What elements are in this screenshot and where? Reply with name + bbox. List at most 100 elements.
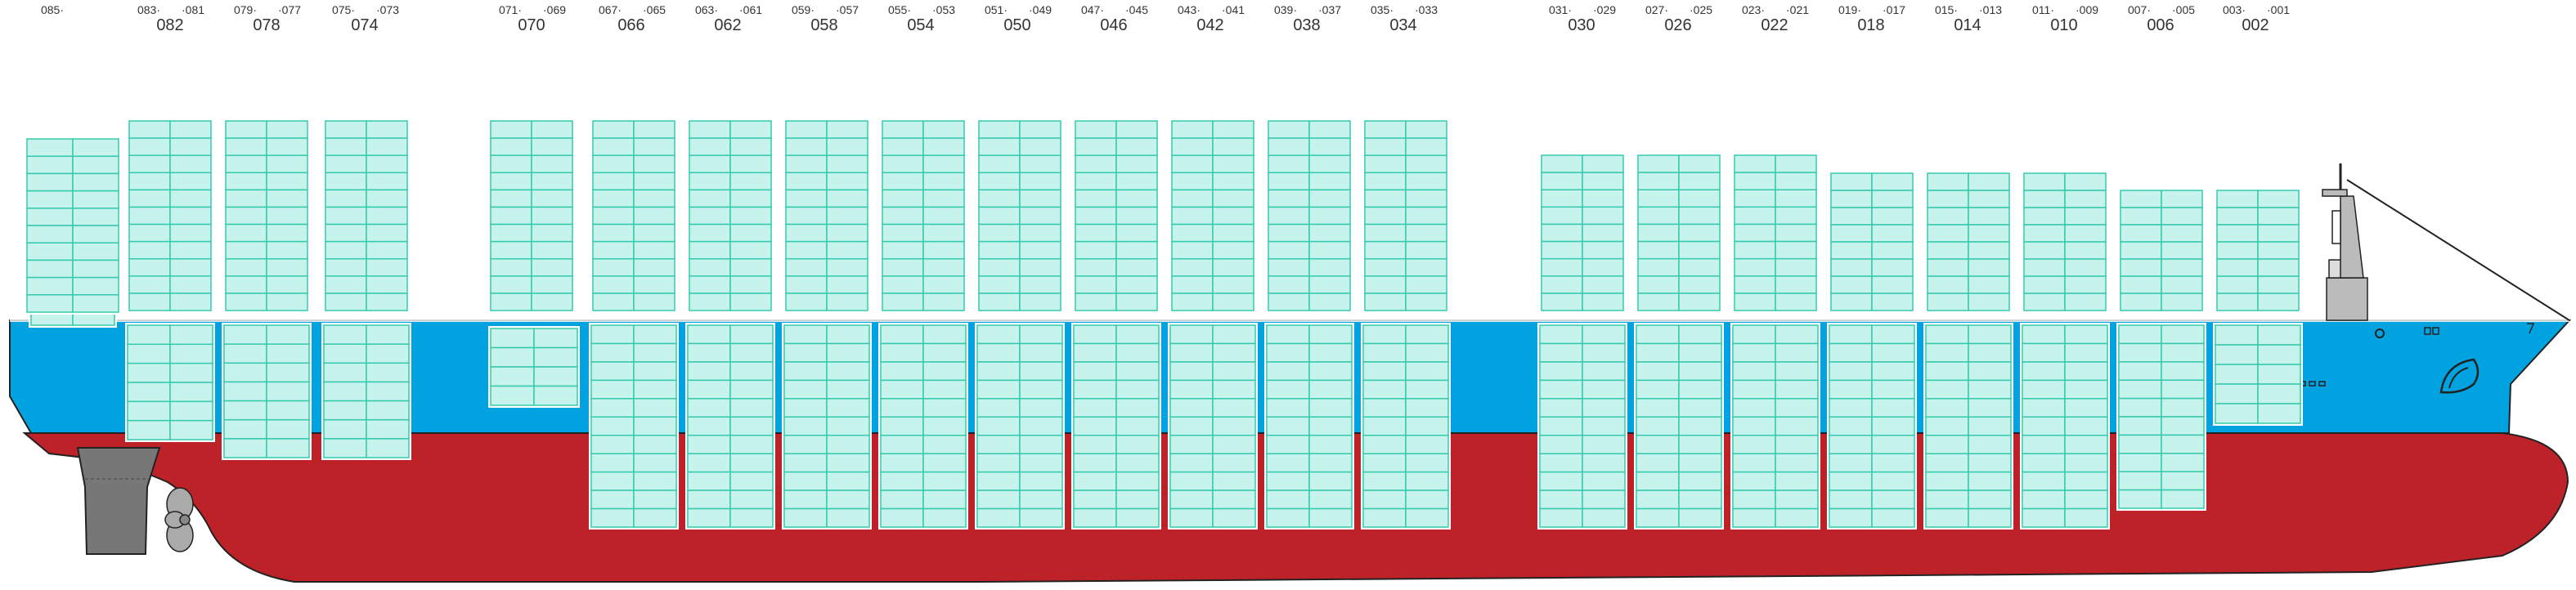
container-box <box>1212 453 1256 473</box>
container-box <box>689 240 731 260</box>
container-box <box>1308 489 1353 510</box>
container-box <box>366 206 408 226</box>
container-box <box>26 190 74 209</box>
container-box <box>2161 275 2203 294</box>
container-box <box>1308 471 1353 491</box>
container-box <box>785 257 828 277</box>
container-box <box>592 172 635 191</box>
container-box <box>2215 324 2259 346</box>
bay-sub-fwd: 051· <box>985 3 1008 16</box>
container-box <box>826 275 868 294</box>
deck-stack-8 <box>880 118 967 313</box>
container-box <box>225 257 267 277</box>
container-box <box>729 416 774 436</box>
container-box <box>2064 398 2108 418</box>
container-box <box>1405 223 1447 243</box>
container-box <box>325 223 367 243</box>
container-box <box>1871 471 1915 491</box>
deck-stack-5 <box>590 118 677 313</box>
container-box <box>1364 154 1407 174</box>
container-box <box>1115 257 1158 277</box>
container-box <box>1968 190 2010 208</box>
container-box <box>169 293 212 311</box>
container-box <box>366 324 410 345</box>
container-box <box>127 362 171 383</box>
container-box <box>1019 434 1063 454</box>
container-box <box>325 257 367 277</box>
container-box <box>490 120 532 139</box>
container-box <box>225 154 267 174</box>
container-box <box>1075 240 1117 260</box>
container-box <box>922 172 965 191</box>
container-box <box>1582 434 1626 454</box>
container-box <box>1268 206 1310 226</box>
bay-sub-aft: ·005 <box>2172 3 2195 16</box>
container-box <box>26 138 74 157</box>
container-box <box>1212 189 1254 208</box>
container-box <box>72 276 119 296</box>
container-box <box>1405 240 1447 260</box>
container-box <box>687 416 731 436</box>
container-box <box>225 137 267 156</box>
container-box <box>1115 434 1160 454</box>
container-box <box>1212 342 1256 363</box>
container-box <box>1212 293 1254 311</box>
bay-main: 026 <box>1664 16 1691 34</box>
container-box <box>1405 206 1447 226</box>
container-box <box>1968 507 2012 528</box>
container-box <box>2118 379 2162 400</box>
container-box <box>1775 398 1819 418</box>
container-box <box>1678 489 1722 510</box>
container-box <box>1169 453 1214 473</box>
container-box <box>729 240 772 260</box>
container-box <box>590 453 635 473</box>
container-box <box>1775 223 1817 243</box>
container-box <box>1637 257 1680 277</box>
container-box <box>72 138 119 157</box>
container-box <box>1308 361 1353 382</box>
container-box <box>1925 453 1969 473</box>
bay-main: 038 <box>1293 16 1320 34</box>
container-box <box>1364 120 1407 139</box>
container-box <box>1732 379 1776 400</box>
container-box <box>590 471 635 491</box>
container-box <box>687 342 731 363</box>
container-box <box>2161 224 2203 243</box>
container-box <box>169 343 213 364</box>
container-box <box>1871 172 1914 191</box>
container-box <box>26 172 74 192</box>
bay-sub-aft: ·033 <box>1415 3 1438 16</box>
container-box <box>531 275 573 294</box>
container-box <box>880 398 924 418</box>
container-box <box>978 257 1021 277</box>
container-box <box>785 189 828 208</box>
container-box <box>2257 324 2301 346</box>
container-box <box>325 120 367 139</box>
container-box <box>1539 471 1583 491</box>
bay-main: 010 <box>2050 16 2077 34</box>
container-box <box>1678 240 1721 260</box>
container-box <box>922 324 967 345</box>
container-box <box>1582 257 1624 277</box>
container-box <box>323 381 367 402</box>
container-box <box>1019 416 1063 436</box>
deck-stack-14 <box>1539 153 1626 313</box>
container-box <box>366 400 410 421</box>
container-box <box>785 154 828 174</box>
container-box <box>1308 416 1353 436</box>
container-box <box>169 257 212 277</box>
container-box <box>1734 257 1776 277</box>
container-box <box>1927 258 1969 277</box>
container-box <box>531 189 573 208</box>
container-box <box>1871 324 1915 345</box>
container-box <box>1541 189 1583 208</box>
bay-sub-fwd: 027· <box>1645 3 1668 16</box>
container-box <box>1115 489 1160 510</box>
container-box <box>1075 137 1117 156</box>
container-box <box>266 206 308 226</box>
container-box <box>1405 154 1447 174</box>
container-box <box>1732 416 1776 436</box>
container-box <box>2064 342 2108 363</box>
container-box <box>689 120 731 139</box>
